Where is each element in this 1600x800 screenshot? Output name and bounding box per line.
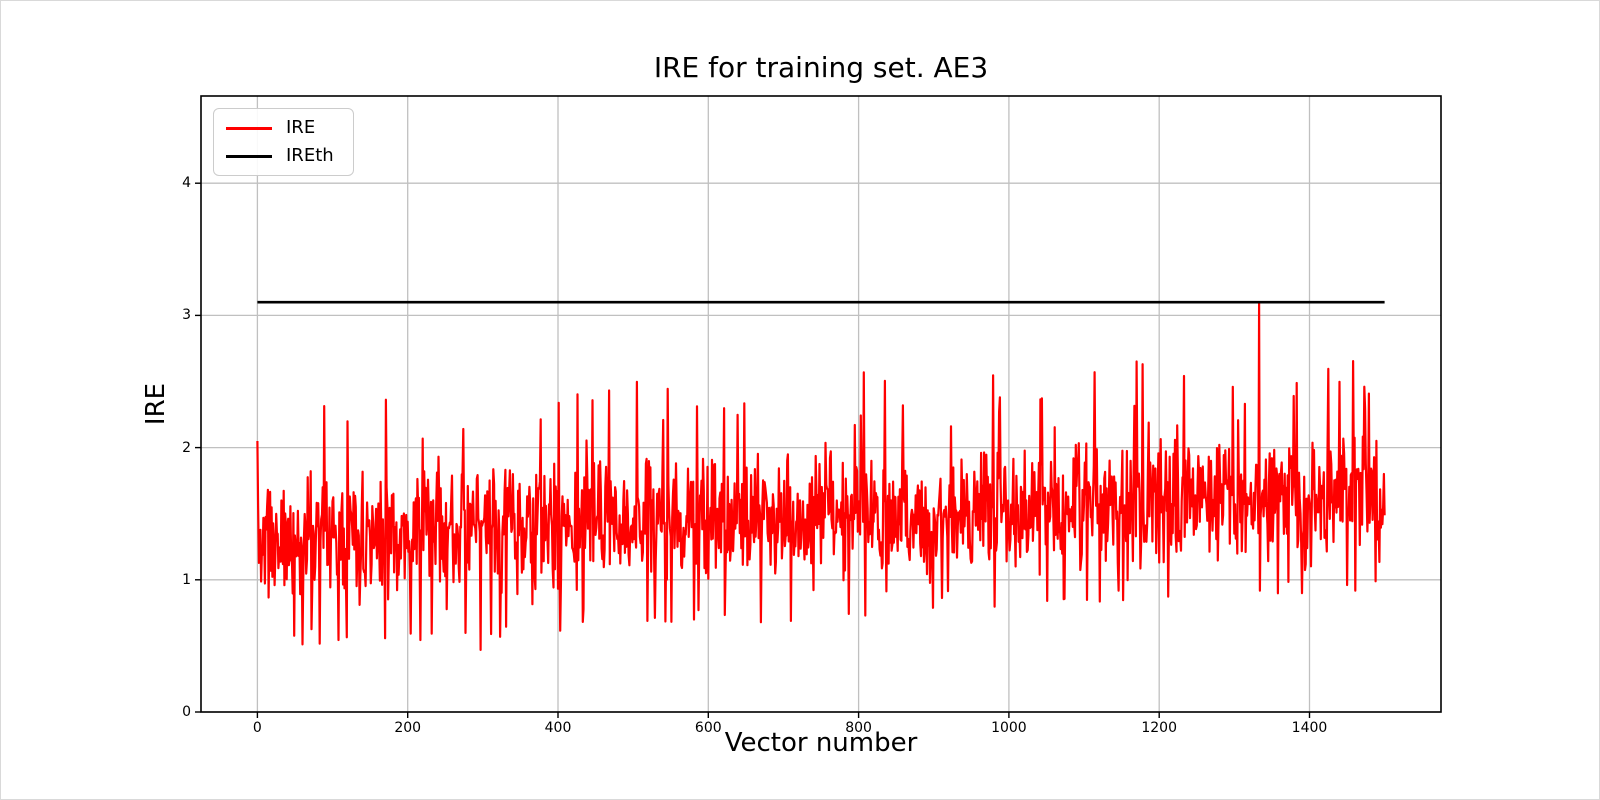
y-tick-label: 0 (182, 704, 191, 720)
x-tick-label: 600 (694, 720, 722, 736)
legend-label: IREth (286, 145, 334, 166)
x-tick-label: 1200 (1141, 720, 1178, 736)
y-tick-label: 1 (182, 571, 191, 588)
x-axis-label: Vector number (724, 728, 918, 758)
legend-line-swatch (226, 154, 272, 158)
chart-title: IRE for training set. AE3 (653, 51, 989, 84)
legend-line-swatch (226, 126, 272, 130)
x-tick-label: 1400 (1291, 720, 1328, 736)
ire-line (256, 301, 1386, 651)
y-tick-label: 4 (182, 175, 191, 192)
x-tick-label: 0 (252, 720, 262, 736)
y-tick-label: 2 (182, 439, 191, 456)
x-tick-label: 400 (544, 720, 572, 736)
legend-entry-ireth: IREth (214, 146, 353, 166)
y-axis-label: IRE (141, 382, 171, 426)
x-tick-label: 1000 (991, 720, 1027, 736)
legend: IRE IREth (213, 108, 354, 176)
x-tick-label: 800 (845, 720, 872, 736)
axes-spines (200, 95, 1442, 713)
legend-entry-ire: IRE (214, 118, 353, 138)
legend-label: IRE (286, 117, 316, 138)
y-tick-label: 3 (182, 307, 191, 324)
x-tick-label: 200 (394, 720, 422, 736)
